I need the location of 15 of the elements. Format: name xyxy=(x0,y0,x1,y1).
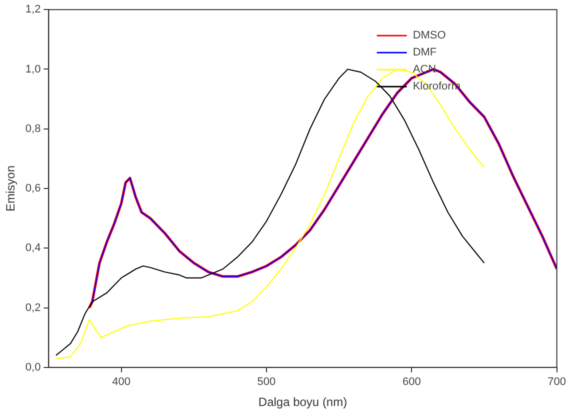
legend-label: DMF xyxy=(412,46,437,59)
x-tick-label: 600 xyxy=(402,376,421,388)
legend-label: DMSO xyxy=(412,30,446,42)
y-tick-label: 0,2 xyxy=(25,302,41,314)
x-tick-label: 500 xyxy=(257,376,276,388)
y-tick-label: 0,6 xyxy=(25,182,41,195)
y-tick-label: 0,4 xyxy=(25,242,41,254)
y-axis-title: Emisyon xyxy=(4,165,18,212)
y-tick-label: 1,0 xyxy=(25,63,41,76)
y-tick-label: 0,0 xyxy=(25,361,41,374)
x-axis-title: Dalga boyu (nm) xyxy=(258,395,348,410)
x-tick-label: 700 xyxy=(548,376,566,388)
x-tick-label: 400 xyxy=(112,376,130,388)
y-tick-label: 0,8 xyxy=(25,122,41,135)
y-tick-label: 1,2 xyxy=(25,4,41,16)
